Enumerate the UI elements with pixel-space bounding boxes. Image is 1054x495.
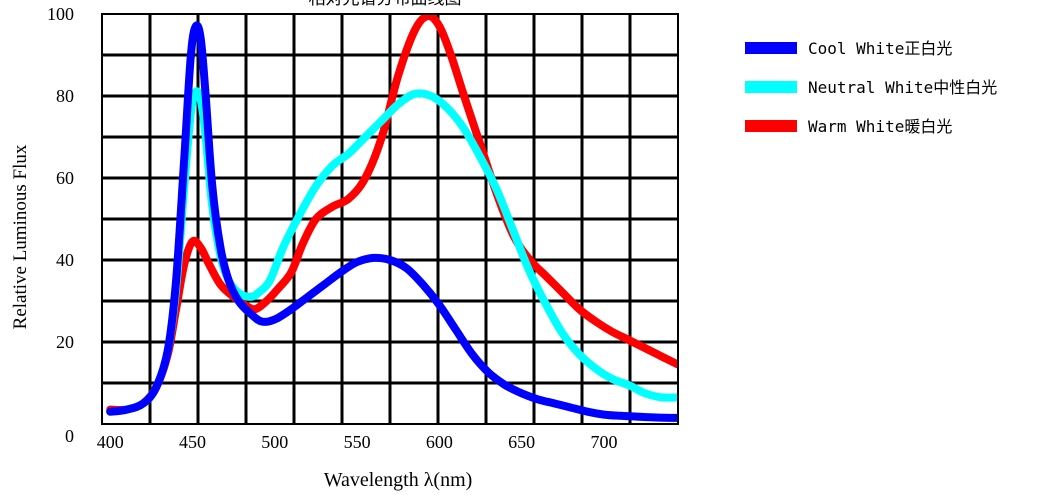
legend-label-neutral-white: Neutral White中性白光 (808, 78, 997, 97)
series-line-cool-white (106, 21, 678, 422)
y-tick-label: 100 (47, 4, 74, 24)
legend-label-cool-white: Cool White正白光 (808, 39, 952, 58)
y-tick-label: 20 (56, 332, 74, 352)
chart-title: 相对光谱分布曲线图 (309, 0, 462, 8)
series-line-neutral-white (106, 87, 678, 416)
y-tick-label: 80 (56, 86, 74, 106)
legend-label-warm-white: Warm White暖白光 (808, 117, 952, 136)
x-tick-label: 550 (344, 432, 371, 452)
legend-swatch-cool-white (745, 42, 797, 54)
plot-frame (101, 13, 679, 425)
x-tick-label: 500 (261, 432, 288, 452)
legend: Cool White正白光 Neutral White中性白光 Warm White… (745, 39, 997, 136)
series-line-warm-white (106, 14, 678, 415)
x-tick-label: 450 (179, 432, 206, 452)
y-tick-label: 60 (56, 168, 74, 188)
x-tick-label: 650 (508, 432, 535, 452)
y-tick-label: 40 (56, 250, 74, 270)
x-axis-label: Wavelength λ(nm) (324, 469, 473, 491)
series-group (106, 14, 678, 422)
legend-swatch-neutral-white (745, 81, 797, 93)
x-tick-label: 400 (97, 432, 124, 452)
legend-swatch-warm-white (745, 120, 797, 132)
tick-labels: 400 450 500 550 600 650 700 0 20 40 60 80 100 (47, 4, 617, 452)
x-tick-label: 700 (590, 432, 617, 452)
x-tick-label: 600 (426, 432, 453, 452)
y-tick-label: 0 (65, 426, 74, 446)
y-axis-label: Relative Luminous Flux (10, 144, 31, 329)
